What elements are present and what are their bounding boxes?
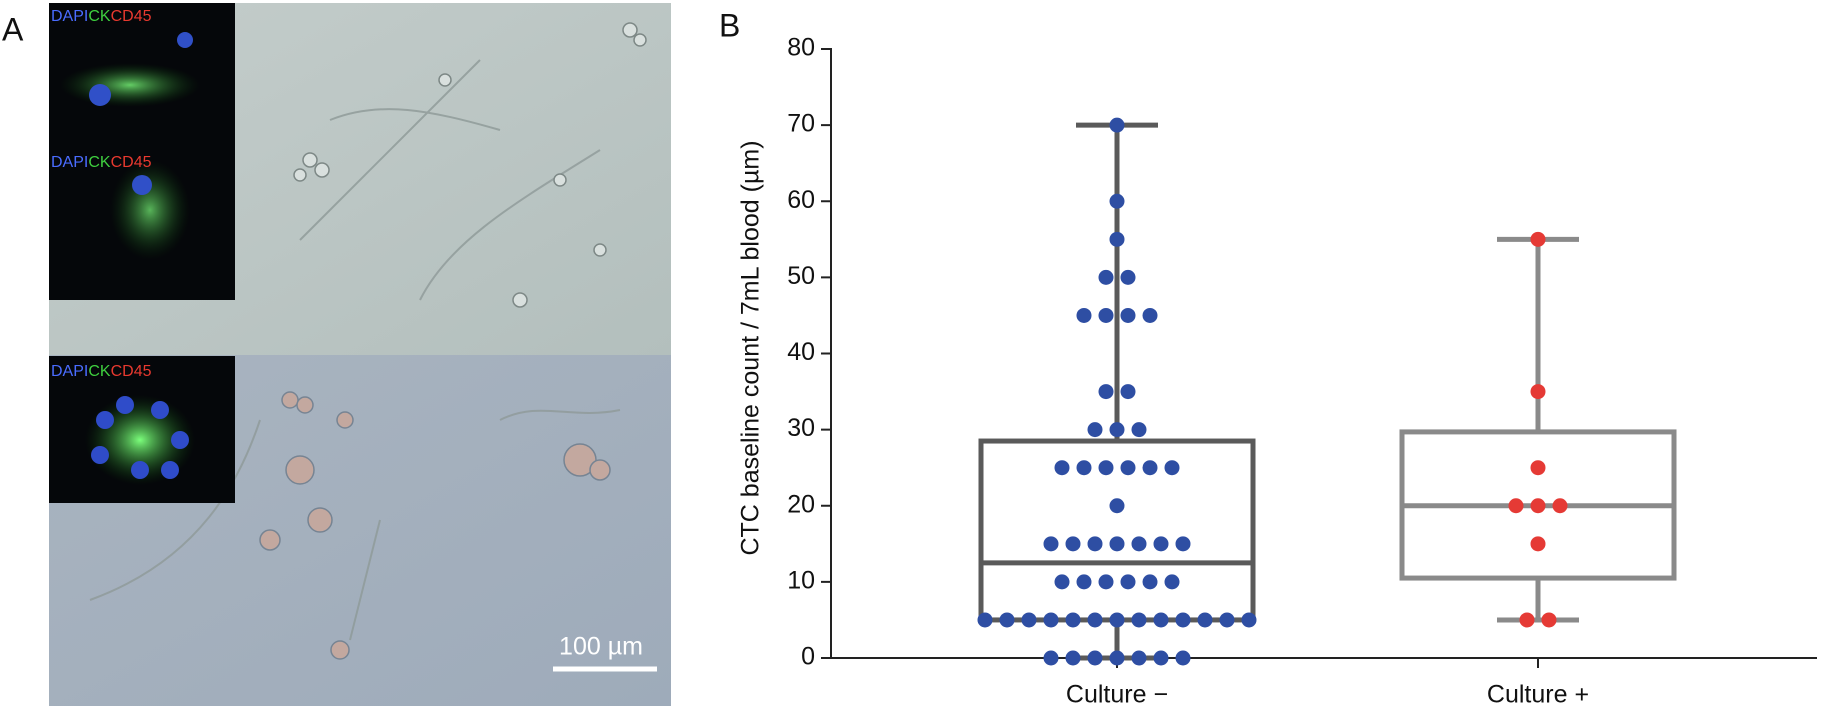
inset-label: CK bbox=[88, 363, 111, 380]
data-point bbox=[1065, 612, 1081, 628]
data-point bbox=[1109, 650, 1125, 666]
data-point bbox=[1109, 193, 1125, 209]
micrograph bbox=[49, 3, 671, 706]
data-point bbox=[1021, 612, 1037, 628]
data-point bbox=[1175, 536, 1191, 552]
data-point bbox=[1131, 612, 1147, 628]
data-point bbox=[1087, 422, 1103, 438]
panel-label: B bbox=[719, 7, 740, 43]
data-point bbox=[1519, 612, 1535, 628]
inset-label: DAPI bbox=[51, 8, 88, 25]
data-point bbox=[1164, 460, 1180, 476]
data-point bbox=[1087, 612, 1103, 628]
data-point bbox=[1076, 307, 1092, 323]
data-point bbox=[1530, 231, 1546, 247]
box bbox=[978, 438, 1256, 623]
data-point bbox=[1131, 422, 1147, 438]
x-tick-label: Culture − bbox=[1066, 681, 1168, 709]
data-point bbox=[1109, 498, 1125, 514]
data-point bbox=[1530, 460, 1546, 476]
data-point bbox=[977, 612, 993, 628]
panel-label: A bbox=[2, 11, 24, 47]
inset-label: CD45 bbox=[111, 363, 152, 380]
data-point bbox=[1109, 231, 1125, 247]
data-point bbox=[999, 612, 1015, 628]
data-point bbox=[1120, 574, 1136, 590]
data-point bbox=[1098, 574, 1114, 590]
data-point bbox=[1098, 307, 1114, 323]
data-point bbox=[1120, 460, 1136, 476]
data-point bbox=[1098, 269, 1114, 285]
data-point bbox=[1530, 498, 1546, 514]
inset-label: CK bbox=[88, 154, 111, 171]
data-point bbox=[1120, 307, 1136, 323]
data-point bbox=[1098, 384, 1114, 400]
inset-label: CK bbox=[88, 8, 111, 25]
y-tick-label: 20 bbox=[787, 490, 815, 518]
inset-label: DAPI bbox=[51, 363, 88, 380]
y-tick-label: 80 bbox=[787, 34, 815, 62]
data-point bbox=[1065, 536, 1081, 552]
data-point bbox=[1153, 612, 1169, 628]
inset-label: DAPI bbox=[51, 154, 88, 171]
data-point bbox=[1552, 498, 1568, 514]
data-point bbox=[1131, 650, 1147, 666]
data-point bbox=[1087, 650, 1103, 666]
data-point bbox=[1098, 460, 1114, 476]
inset-label: CD45 bbox=[111, 154, 152, 171]
data-point bbox=[1054, 574, 1070, 590]
y-tick-label: 40 bbox=[787, 338, 815, 366]
data-point bbox=[1054, 460, 1070, 476]
data-point bbox=[1175, 612, 1191, 628]
y-tick-label: 60 bbox=[787, 186, 815, 214]
data-point bbox=[1043, 536, 1059, 552]
data-point bbox=[1120, 384, 1136, 400]
y-axis-label: CTC baseline count / 7mL blood (µm) bbox=[737, 140, 765, 555]
y-tick-label: 50 bbox=[787, 262, 815, 290]
data-point bbox=[1120, 269, 1136, 285]
data-point bbox=[1065, 650, 1081, 666]
data-point bbox=[1530, 536, 1546, 552]
y-tick-label: 0 bbox=[801, 643, 815, 671]
data-point bbox=[1175, 650, 1191, 666]
inset-label: CD45 bbox=[111, 8, 152, 25]
data-point bbox=[1109, 117, 1125, 133]
data-point bbox=[1142, 460, 1158, 476]
data-point bbox=[1076, 574, 1092, 590]
data-point bbox=[1142, 574, 1158, 590]
data-point bbox=[1241, 612, 1257, 628]
x-tick-label: Culture + bbox=[1487, 681, 1589, 709]
data-point bbox=[1530, 384, 1546, 400]
data-point bbox=[1076, 460, 1092, 476]
y-tick-label: 30 bbox=[787, 414, 815, 442]
y-tick-label: 70 bbox=[787, 110, 815, 138]
data-point bbox=[1153, 650, 1169, 666]
data-point bbox=[1219, 612, 1235, 628]
data-point bbox=[1131, 536, 1147, 552]
data-point bbox=[1109, 612, 1125, 628]
data-point bbox=[1087, 536, 1103, 552]
data-point bbox=[1043, 612, 1059, 628]
data-point bbox=[1109, 422, 1125, 438]
y-tick-label: 10 bbox=[787, 566, 815, 594]
data-point bbox=[1164, 574, 1180, 590]
data-point bbox=[1043, 650, 1059, 666]
scale-bar-label: 100 µm bbox=[559, 633, 643, 661]
data-point bbox=[1109, 536, 1125, 552]
data-point bbox=[1142, 307, 1158, 323]
data-point bbox=[1197, 612, 1213, 628]
data-point bbox=[1541, 612, 1557, 628]
data-point bbox=[1153, 536, 1169, 552]
data-point bbox=[1508, 498, 1524, 514]
